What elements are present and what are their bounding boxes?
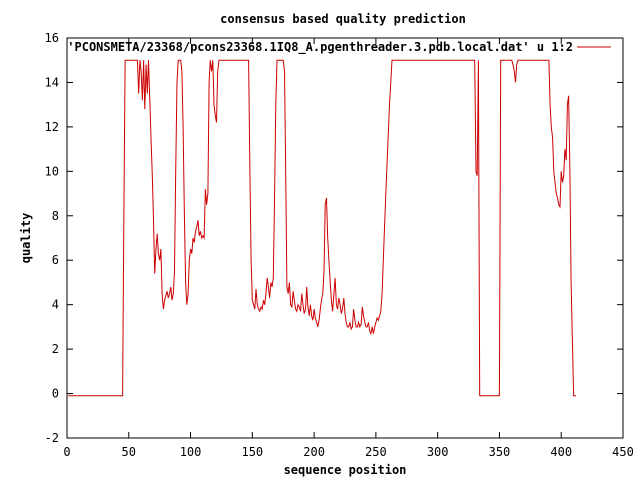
y-tick-label: 6 [52,253,59,267]
x-tick-label: 150 [241,445,263,459]
x-tick-label: 250 [365,445,387,459]
y-tick-label: 0 [52,387,59,401]
series-line [68,59,576,397]
x-tick-label: 50 [122,445,136,459]
y-axis-label: quality [19,213,33,264]
x-tick-label: 200 [303,445,325,459]
y-axis-ticks: -2 0 2 4 6 8 10 12 14 16 [45,31,623,445]
y-tick-label: 16 [45,31,59,45]
y-tick-label: 10 [45,164,59,178]
x-axis-ticks: 0 50 100 150 200 250 300 350 400 450 [63,38,634,459]
y-tick-label: 12 [45,120,59,134]
y-tick-label: -2 [45,431,59,445]
x-tick-label: 350 [489,445,511,459]
y-tick-label: 4 [52,298,59,312]
y-tick-label: 14 [45,75,59,89]
legend-entry: 'PCONSMETA/23368/pcons23368.1IQ8_A.pgent… [67,40,573,55]
y-tick-label: 2 [52,342,59,356]
plot-frame [66,37,624,439]
x-tick-label: 100 [180,445,202,459]
chart-title: consensus based quality prediction [220,12,466,26]
legend: 'PCONSMETA/23368/pcons23368.1IQ8_A.pgent… [67,40,611,55]
x-tick-label: 0 [63,445,70,459]
x-tick-label: 450 [612,445,634,459]
y-tick-label: 8 [52,209,59,223]
x-tick-label: 400 [550,445,572,459]
x-axis-label: sequence position [284,463,407,477]
x-tick-label: 300 [427,445,449,459]
